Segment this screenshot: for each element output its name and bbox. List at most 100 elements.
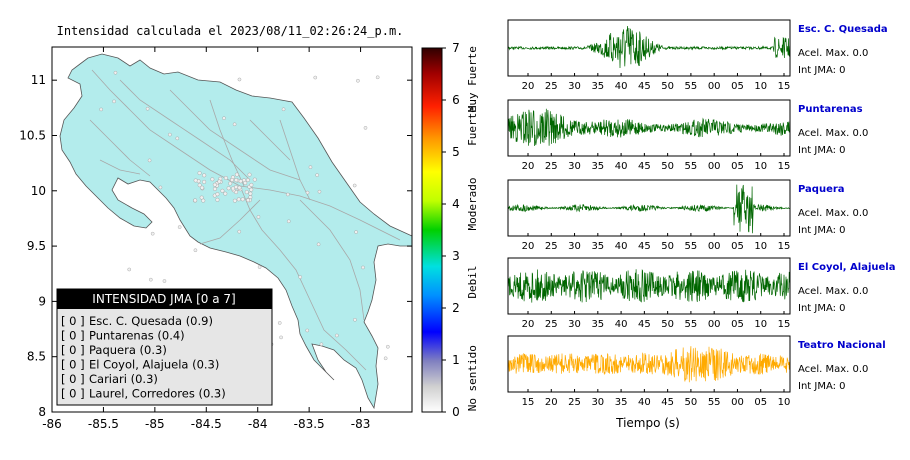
colorbar-tick-label: 4: [452, 197, 460, 211]
time-tick-label: 30: [591, 397, 604, 408]
station-marker: [249, 187, 254, 192]
station-marker: [149, 277, 153, 282]
time-tick-label: 50: [661, 241, 674, 252]
time-tick-label: 35: [615, 397, 628, 408]
station-name: Paquera: [798, 184, 845, 195]
station-marker: [202, 179, 207, 184]
station-marker: [99, 107, 103, 112]
time-tick-label: 15: [522, 397, 535, 408]
time-tick-label: 45: [638, 241, 651, 252]
station-max-accel: Acel. Max. 0.0: [798, 128, 868, 139]
time-tick-label: 45: [638, 161, 651, 172]
time-tick-label: 45: [661, 397, 674, 408]
map-y-tick-label: 10.5: [19, 128, 46, 142]
colorbar-tick-label: 6: [452, 93, 460, 107]
time-tick-label: 15: [778, 81, 791, 92]
time-tick-label: 25: [545, 241, 558, 252]
station-marker: [177, 225, 182, 229]
time-tick-label: 35: [591, 319, 604, 330]
station-marker: [245, 178, 250, 183]
station-marker: [234, 172, 239, 177]
map-x-tick-label: -83: [351, 417, 371, 431]
colorbar-category-label: Moderado: [466, 178, 479, 231]
legend-item-intensity: [ 0 ]: [61, 358, 85, 372]
waveform-trace: [507, 25, 791, 69]
colorbar-category-label: No sentido: [466, 345, 479, 411]
time-tick-label: 40: [615, 241, 628, 252]
station-marker: [315, 173, 319, 177]
station-marker: [217, 179, 222, 184]
station-marker: [313, 75, 318, 80]
legend-item-label: Laurel, Corredores (0.3): [89, 387, 226, 401]
map-frame: [51, 46, 413, 413]
time-tick-label: 10: [754, 81, 767, 92]
map-x-ticks: -86 -85.5 -85 -84.5 -84 -83.5 -83: [42, 47, 370, 431]
station-max-accel: Acel. Max. 0.0: [798, 48, 868, 59]
legend-header: [57, 289, 272, 309]
station-marker: [279, 335, 283, 340]
waveform-border: [507, 179, 791, 237]
station-marker: [236, 197, 241, 202]
station-max-accel: Acel. Max. 0.0: [798, 208, 868, 219]
station-marker: [316, 242, 321, 247]
time-axis-label: Tiempo (s): [615, 416, 680, 430]
legend-item-intensity: [ 0 ]: [61, 387, 85, 401]
station-marker: [352, 183, 357, 188]
station-marker: [335, 333, 339, 338]
station-marker: [234, 178, 239, 183]
time-tick-label: 10: [754, 161, 767, 172]
colorbar-category-label: Debil: [466, 265, 479, 298]
legend-item-label: Esc. C. Quesada (0.9): [89, 314, 213, 328]
waveform-border: [507, 19, 791, 77]
map-y-tick-label: 11: [31, 73, 46, 87]
station-marker: [200, 185, 205, 190]
station-marker: [212, 182, 217, 187]
station-marker: [223, 191, 228, 196]
station-marker: [257, 265, 262, 269]
station-marker: [354, 230, 358, 234]
map-y-tick-label: 9: [38, 294, 46, 308]
time-tick-label: 30: [568, 81, 581, 92]
station-marker: [305, 328, 310, 333]
station-marker: [147, 158, 152, 163]
station-name: El Coyol, Alajuela: [798, 262, 895, 273]
station-jma-intensity: Int JMA: 0: [798, 145, 846, 156]
station-marker: [150, 231, 155, 236]
time-tick-label: 40: [615, 319, 628, 330]
legend-item-label: Cariari (0.3): [89, 372, 158, 386]
station-marker: [317, 189, 322, 194]
map-x-tick-label: -84: [248, 417, 268, 431]
time-tick-label: 05: [731, 81, 744, 92]
station-marker: [175, 136, 180, 141]
map-x-tick-label: -85: [145, 417, 165, 431]
station-marker: [386, 344, 390, 349]
time-tick-label: 50: [661, 81, 674, 92]
station-panel: 20 25 30 35 40 45 50 55 00 05 10 15 El Coyol, Alajue…: [507, 257, 895, 330]
time-tick-label: 40: [615, 161, 628, 172]
time-tick-label: 15: [778, 319, 791, 330]
map-y-ticks: 11 10.5 10 9.5 9 8.5 8: [19, 73, 412, 419]
legend-item-label: Puntarenas (0.4): [89, 329, 185, 343]
time-tick-label: 30: [568, 319, 581, 330]
station-jma-intensity: Int JMA: 0: [798, 303, 846, 314]
colorbar-tick-label: 2: [452, 301, 460, 315]
time-tick-label: 50: [661, 161, 674, 172]
station-marker: [286, 219, 291, 224]
time-tick-label: 20: [522, 319, 535, 330]
map-x-tick-label: -86: [42, 417, 62, 431]
time-tick-label: 05: [731, 241, 744, 252]
station-marker: [244, 190, 249, 195]
time-tick-label: 05: [731, 161, 744, 172]
colorbar: 0 1 2 3 4 5 6 7 No sentido Debil Moderado FuerteMu…: [421, 41, 479, 419]
waveform-border: [507, 99, 791, 157]
station-marker: [215, 192, 220, 197]
time-tick-label: 20: [522, 81, 535, 92]
station-panel: 15 20 25 30 35 40 45 50 55 00 05 10 Teatro Nacional A…: [507, 335, 886, 408]
station-name: Puntarenas: [798, 104, 863, 115]
station-marker: [298, 275, 303, 279]
legend-item-intensity: [ 0 ]: [61, 343, 85, 357]
waveform-trace: [507, 346, 791, 383]
station-panel: 20 25 30 35 40 45 50 55 00 05 10 15 Esc. C. Quesada A…: [507, 19, 888, 92]
time-tick-label: 40: [615, 81, 628, 92]
